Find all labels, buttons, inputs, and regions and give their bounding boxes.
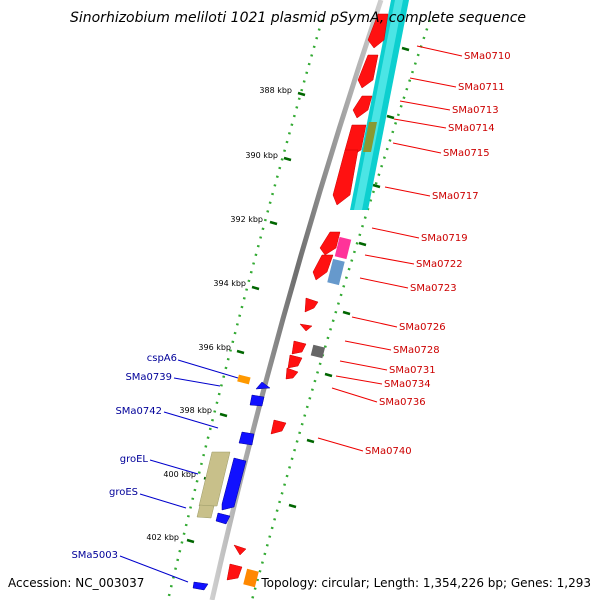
gene-label-groes[interactable]: groES: [109, 487, 138, 498]
magenta-feature: [334, 236, 352, 260]
scale-label-398: 398 kbp: [179, 406, 212, 415]
accession-text: Accession: NC_003037: [8, 576, 144, 590]
forward-genes: [226, 13, 389, 581]
gene-label-sma0713[interactable]: SMa0713: [452, 105, 499, 116]
gene-label-sma0739[interactable]: SMa0739: [125, 372, 172, 383]
left-leader-lines: [119, 359, 239, 583]
inner-dotted-ring: [166, 19, 324, 600]
olive-feature-groel: [198, 451, 231, 507]
scale-label-400: 400 kbp: [163, 470, 196, 479]
olive-small-feature: [363, 122, 377, 152]
scale-label-394: 394 kbp: [213, 279, 246, 288]
gene-label-cspa6[interactable]: cspA6: [147, 353, 177, 364]
scale-label-388: 388 kbp: [259, 86, 292, 95]
orange-feature-bottom: [243, 568, 259, 588]
scale-label-392: 392 kbp: [230, 215, 263, 224]
right-gene-labels: SMa0710 SMa0711 SMa0713 SMa0714 SMa0715 …: [365, 51, 511, 457]
gene-label-groel[interactable]: groEL: [120, 454, 149, 465]
gray-feature: [310, 344, 326, 359]
scale-label-396: 396 kbp: [198, 343, 231, 352]
gene-label-sma0728[interactable]: SMa0728: [393, 345, 440, 356]
reverse-genes: [192, 381, 271, 591]
outer-dotted-ring: [250, 19, 432, 600]
steelblue-feature: [327, 258, 345, 286]
scale-label-390: 390 kbp: [245, 151, 278, 160]
left-gene-labels: cspA6 SMa0739 SMa0742 groEL groES SMa500…: [71, 353, 177, 561]
backbone-arc: [209, 0, 384, 600]
gene-label-sma0742[interactable]: SMa0742: [115, 406, 162, 417]
gene-label-sma0714[interactable]: SMa0714: [448, 123, 495, 134]
gene-label-sma0715[interactable]: SMa0715: [443, 148, 490, 159]
gene-label-sma0722[interactable]: SMa0722: [416, 259, 463, 270]
topology-text: Topology: circular; Length: 1,354,226 bp…: [260, 576, 591, 590]
gene-label-sma0717[interactable]: SMa0717: [432, 191, 479, 202]
gene-label-sma0736[interactable]: SMa0736: [379, 397, 426, 408]
gene-label-sma0723[interactable]: SMa0723: [410, 283, 457, 294]
gene-label-sma0734[interactable]: SMa0734: [384, 379, 431, 390]
gene-label-sma0711[interactable]: SMa0711: [458, 82, 505, 93]
outer-ring-ticks: [288, 46, 410, 509]
gene-label-sma5003[interactable]: SMa5003: [71, 550, 118, 561]
scale-label-402: 402 kbp: [146, 533, 179, 542]
gene-label-sma0726[interactable]: SMa0726: [399, 322, 446, 333]
scale-ticks: [186, 91, 306, 544]
gene-label-sma0710[interactable]: SMa0710: [464, 51, 511, 62]
map-title: Sinorhizobium meliloti 1021 plasmid pSym…: [70, 10, 526, 26]
right-leader-lines: [317, 45, 463, 452]
scale-labels: 388 kbp 390 kbp 392 kbp 394 kbp 396 kbp …: [146, 86, 292, 542]
orange-feature-top: [237, 374, 251, 385]
cyan-feature-inner: [354, 0, 403, 210]
olive-feature-groes: [196, 504, 215, 519]
gene-label-sma0719[interactable]: SMa0719: [421, 233, 468, 244]
gene-label-sma0731[interactable]: SMa0731: [389, 365, 436, 376]
gene-label-sma0740[interactable]: SMa0740: [365, 446, 412, 457]
